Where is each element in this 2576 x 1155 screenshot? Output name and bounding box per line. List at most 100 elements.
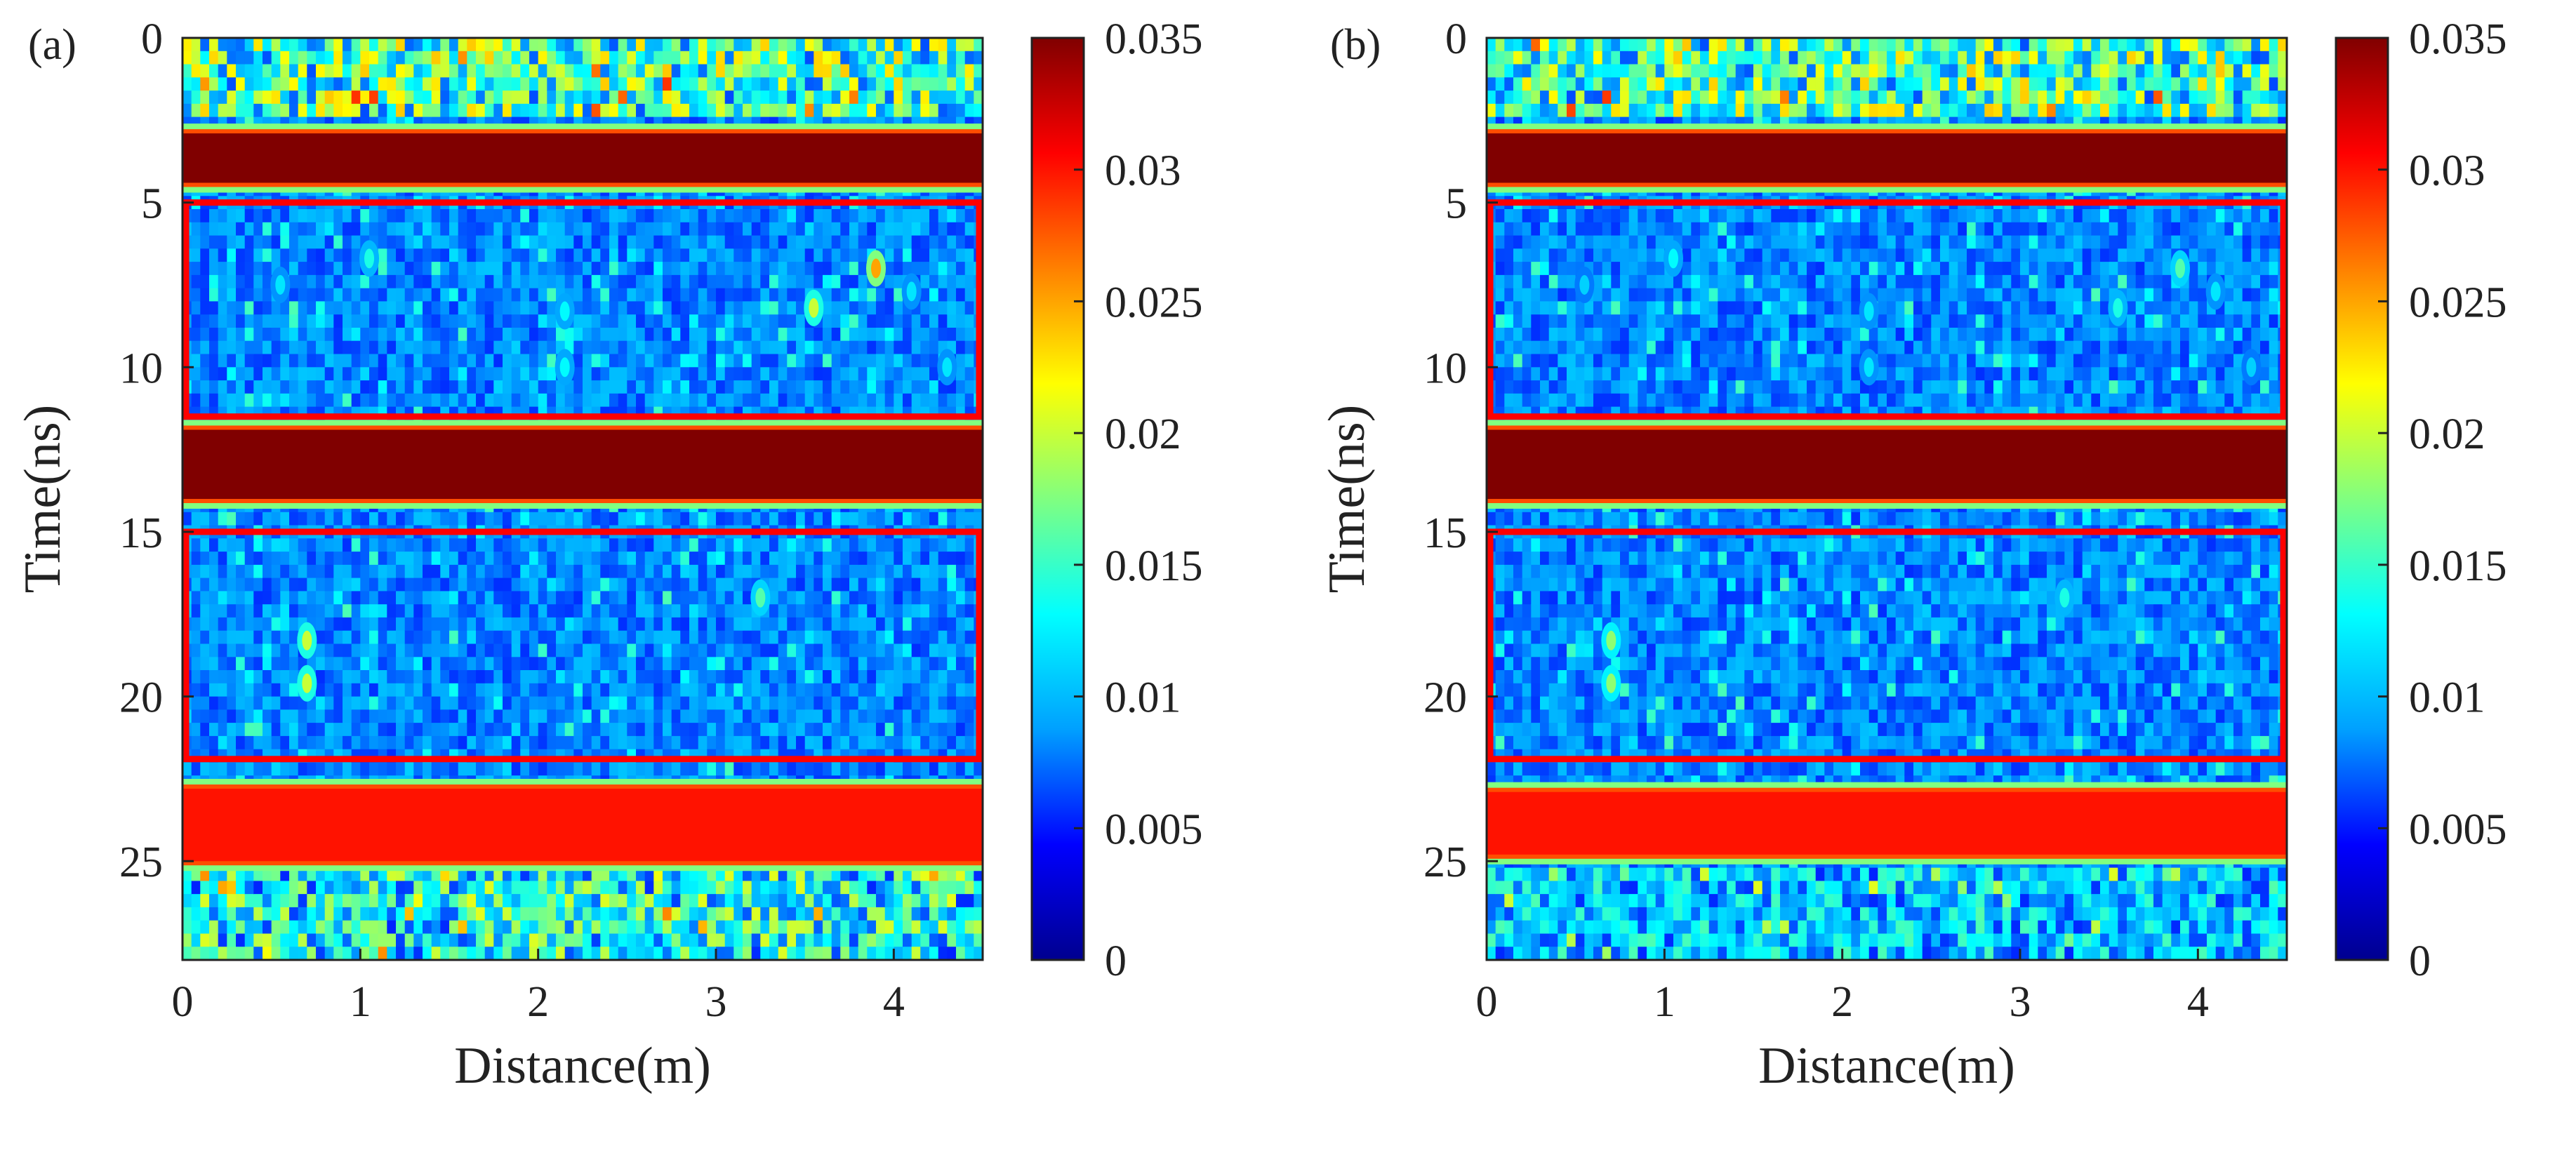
heatmap-cell [804,340,814,355]
heatmap-cell [538,340,547,355]
heatmap-cell [618,288,628,302]
heatmap-cell [796,643,806,657]
heatmap-cell [716,947,726,960]
heatmap-cell [413,552,423,566]
heatmap-cell [796,657,806,671]
heatmap-cell [564,604,574,618]
heatmap-cell [280,894,290,908]
heatmap-cell [716,274,726,289]
heatmap-cell [520,328,530,342]
heatmap-cell [289,604,299,618]
heatmap-cell [209,735,219,750]
heatmap-cell [503,552,512,566]
heatmap-cell [413,64,423,78]
heatmap-cell [244,64,254,78]
heatmap-cell [191,947,201,960]
heatmap-cell [707,103,717,118]
heatmap-cell [493,64,503,78]
heatmap-cell [671,288,681,302]
heatmap-cell [573,380,583,394]
heatmap-cell [573,538,583,552]
heatmap-cell [307,947,317,960]
heatmap-cell [743,51,752,65]
heatmap-cell [547,683,557,697]
heatmap-cell [253,920,263,935]
heatmap-cell [680,77,690,91]
heatmap-cell [413,209,423,223]
heatmap-cell [716,723,726,737]
heatmap-cell [191,604,201,618]
heatmap-cell [431,64,441,78]
heatmap-cell [663,657,672,671]
heatmap-cell [689,209,699,223]
heatmap-cell [609,380,619,394]
heatmap-cell [644,578,654,592]
heatmap-cell [316,907,326,921]
heatmap-cell [289,77,299,91]
heatmap-cell [298,591,307,605]
heatmap-cell [458,367,467,381]
heatmap-cell [671,354,681,368]
heatmap-cell [556,262,566,276]
heatmap-cell [244,538,254,552]
heatmap-cell [743,604,752,618]
heatmap-cell [413,538,423,552]
heatmap-cell [431,367,441,381]
heatmap-cell [503,867,512,881]
heatmap-cell [751,709,761,723]
heatmap-cell [191,367,201,381]
heatmap-cell [191,617,201,632]
heatmap-cell [511,617,521,632]
heatmap-cell [404,274,414,289]
heatmap-cell [814,51,823,65]
heatmap-cell [413,38,423,52]
heatmap-cell [644,393,654,408]
heatmap-cell [476,354,486,368]
heatmap-cell [778,314,788,328]
heatmap-cell [413,907,423,921]
heatmap-cell [307,288,317,302]
heatmap-cell [520,643,530,657]
heatmap-cell [804,538,814,552]
heatmap-cell [360,894,370,908]
heatmap-cell [227,340,237,355]
heatmap-cell [503,235,512,249]
heatmap-cell [467,723,477,737]
heatmap-cell [449,762,459,776]
heatmap-cell [209,393,219,408]
heatmap-cell [511,64,521,78]
heatmap-cell [787,393,797,408]
heatmap-cell [529,670,539,684]
heatmap-cell [556,38,566,52]
heatmap-cell [244,920,254,935]
heatmap-cell [698,328,708,342]
heatmap-cell [733,657,743,671]
heatmap-cell [227,907,237,921]
heatmap-cell [236,274,246,289]
heatmap-cell [449,340,459,355]
heatmap-cell [360,591,370,605]
heatmap-cell [263,578,272,592]
heatmap-cell [449,894,459,908]
heatmap-cell [644,696,654,710]
heatmap-cell [307,367,317,381]
heatmap-cell [236,591,246,605]
heatmap-cell [671,709,681,723]
heatmap-cell [724,630,734,645]
heatmap-cell [191,64,201,78]
heatmap-cell [663,91,672,105]
heatmap-cell [200,235,210,249]
heatmap-cell [538,894,547,908]
heatmap-cell [698,881,708,895]
heatmap-cell [724,393,734,408]
heatmap-cell [236,709,246,723]
heatmap-cell [431,591,441,605]
heatmap-cell [804,696,814,710]
heatmap-cell [253,301,263,315]
heatmap-cell [324,301,334,315]
heatmap-cell [209,933,219,947]
heatmap-cell [458,235,467,249]
heatmap-cell [520,630,530,645]
heatmap-cell [298,235,307,249]
heatmap-cell [769,564,779,579]
